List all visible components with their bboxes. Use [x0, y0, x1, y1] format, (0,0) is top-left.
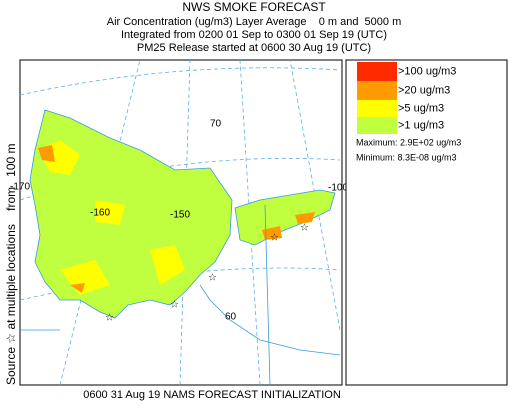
grid-label: 60 [225, 312, 237, 323]
legend: Maximum: 2.9E+02 ug/m3 Minimum: 8.3E-08 … [345, 59, 508, 386]
grid-labels: 70 -160 -150 60 -100 -170 [10, 119, 348, 323]
legend-swatch [357, 81, 397, 100]
svg-text:☆: ☆ [105, 313, 114, 324]
smoke-area [234, 189, 336, 246]
legend-min: Minimum: 8.3E-08 ug/m3 [356, 152, 457, 162]
source-markers: ☆ ☆ ☆ ☆ ☆ [105, 223, 309, 324]
grid-label: -160 [90, 208, 110, 219]
svg-text:☆: ☆ [300, 223, 309, 234]
legend-swatch [357, 117, 397, 134]
svg-text:☆: ☆ [208, 273, 217, 284]
legend-max: Maximum: 2.9E+02 ug/m3 [356, 137, 461, 147]
footer: 0600 31 Aug 19 NAMS FORECAST INITIALIZAT… [83, 389, 341, 401]
map: 70 -160 -150 60 -100 -170 ☆ ☆ ☆ ☆ ☆ [10, 59, 348, 386]
side-label: Source ☆ at multiple locations from 100 … [4, 143, 18, 385]
coastline [20, 204, 341, 386]
legend-label: >5 ug/m3 [398, 102, 444, 114]
legend-label: >1 ug/m3 [398, 119, 444, 131]
grid-label: -100 [328, 183, 348, 194]
grid-label: -170 [10, 182, 30, 193]
smoke-area [38, 140, 185, 295]
subtitle: Air Concentration (ug/m3) Layer Average … [107, 16, 402, 28]
title: NWS SMOKE FORECAST [182, 0, 326, 14]
subtitle: Integrated from 0200 01 Sep to 0300 01 S… [121, 29, 387, 41]
legend-swatch [357, 100, 397, 117]
svg-text:☆: ☆ [270, 233, 279, 244]
subtitle: PM25 Release started at 0600 30 Aug 19 (… [137, 42, 371, 54]
svg-text:☆: ☆ [170, 300, 179, 311]
grid-label: -150 [170, 210, 190, 221]
grid-label: 70 [210, 119, 222, 130]
legend-label: >20 ug/m3 [398, 84, 450, 96]
legend-label: >100 ug/m3 [398, 65, 456, 77]
legend-swatch [357, 62, 397, 81]
